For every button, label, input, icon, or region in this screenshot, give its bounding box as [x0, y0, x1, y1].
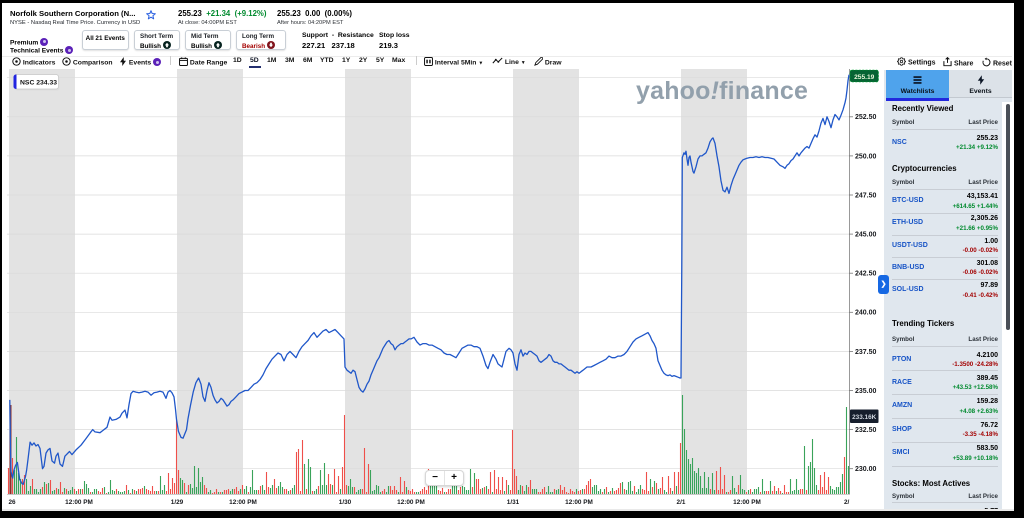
svg-text:12:00 PM: 12:00 PM	[733, 499, 761, 506]
svg-text:1/29: 1/29	[171, 499, 184, 506]
svg-text:245.00: 245.00	[855, 232, 877, 239]
svg-text:230.00: 230.00	[855, 466, 877, 473]
svg-text:252.50: 252.50	[855, 114, 877, 121]
svg-text:240.00: 240.00	[855, 310, 877, 317]
svg-text:255.19: 255.19	[854, 74, 875, 81]
svg-text:12:00 PM: 12:00 PM	[65, 499, 93, 506]
svg-text:yahoo!finance: yahoo!finance	[636, 77, 808, 105]
svg-text:12:00 PM: 12:00 PM	[565, 499, 593, 506]
svg-text:235.00: 235.00	[855, 388, 877, 395]
svg-text:NSC 234.33: NSC 234.33	[20, 79, 57, 86]
svg-text:2/: 2/	[844, 499, 850, 506]
svg-text:26: 26	[8, 499, 16, 506]
svg-text:250.00: 250.00	[855, 153, 877, 160]
svg-text:233.16K: 233.16K	[852, 414, 877, 421]
svg-text:1/31: 1/31	[507, 499, 520, 506]
svg-text:247.50: 247.50	[855, 192, 877, 199]
svg-text:12:00 PM: 12:00 PM	[229, 499, 257, 506]
svg-text:242.50: 242.50	[855, 271, 877, 278]
svg-text:1/30: 1/30	[339, 499, 352, 506]
svg-text:232.50: 232.50	[855, 427, 877, 434]
svg-text:237.50: 237.50	[855, 349, 877, 356]
svg-text:2/1: 2/1	[677, 499, 686, 506]
svg-text:12:00 PM: 12:00 PM	[397, 499, 425, 506]
